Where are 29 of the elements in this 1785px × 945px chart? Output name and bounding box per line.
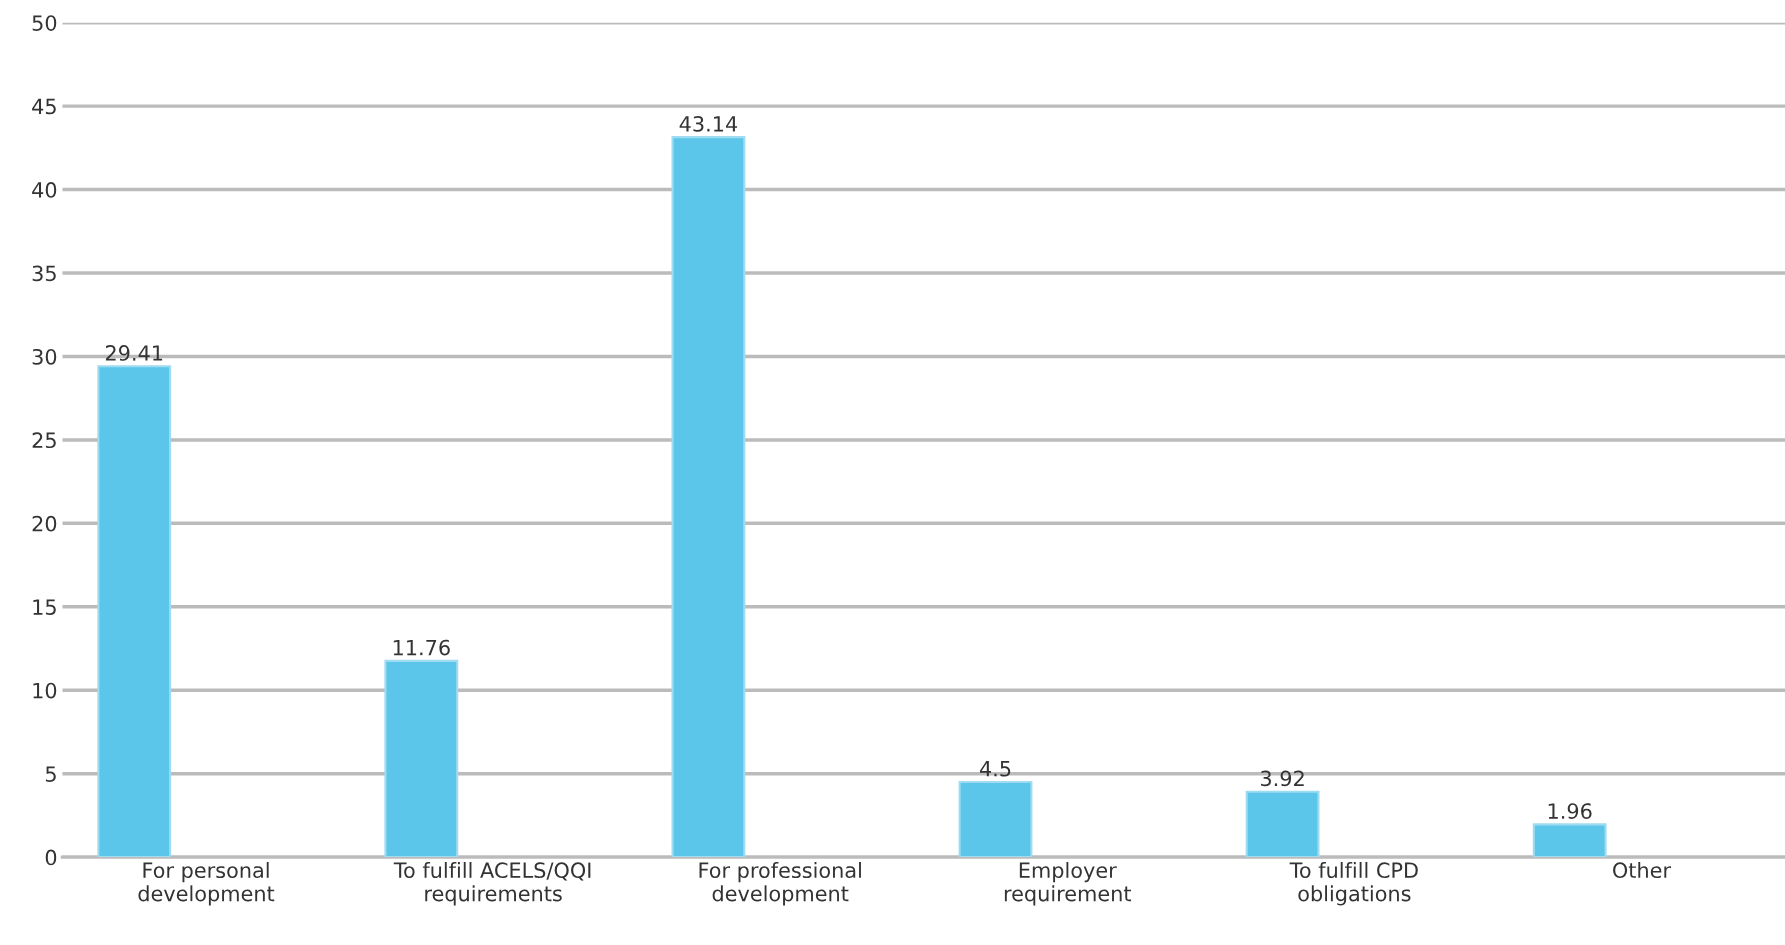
data-label: 29.41 [105,345,163,361]
x-tick-label: To fulfill ACELS/QQI requirements [393,861,591,906]
y-tick-label: 15 [33,599,56,615]
x-tick-label: For personal development [138,861,275,906]
bar [958,780,1033,858]
x-tick-label: Employer requirement [1004,861,1132,906]
data-label: 11.76 [393,639,450,656]
y-tick-label: 40 [32,182,57,198]
y-tick-label: 45 [32,98,56,115]
x-tick-label: Other [1613,861,1672,879]
y-tick-label: 0 [45,849,57,866]
y-tick-label: 10 [33,682,57,699]
data-label: 3.92 [1260,770,1304,787]
y-tick-label: 25 [32,432,56,449]
bar [384,659,459,858]
data-label: 1.96 [1548,803,1592,819]
x-tick-label: For professional development [699,861,861,906]
y-tick-label: 20 [32,515,57,532]
y-tick-label: 5 [45,766,56,782]
data-label: 4.5 [979,761,1011,777]
y-tick-label: 35 [32,265,56,282]
bar [1245,790,1320,858]
y-tick-label: 50 [32,15,57,31]
data-label: 43.14 [679,115,738,132]
y-tick-label: 30 [32,348,57,365]
x-tick-label: To fulfill CPD obligations [1289,861,1418,906]
bar [1532,823,1607,858]
bar [97,365,172,858]
bar [671,136,746,858]
